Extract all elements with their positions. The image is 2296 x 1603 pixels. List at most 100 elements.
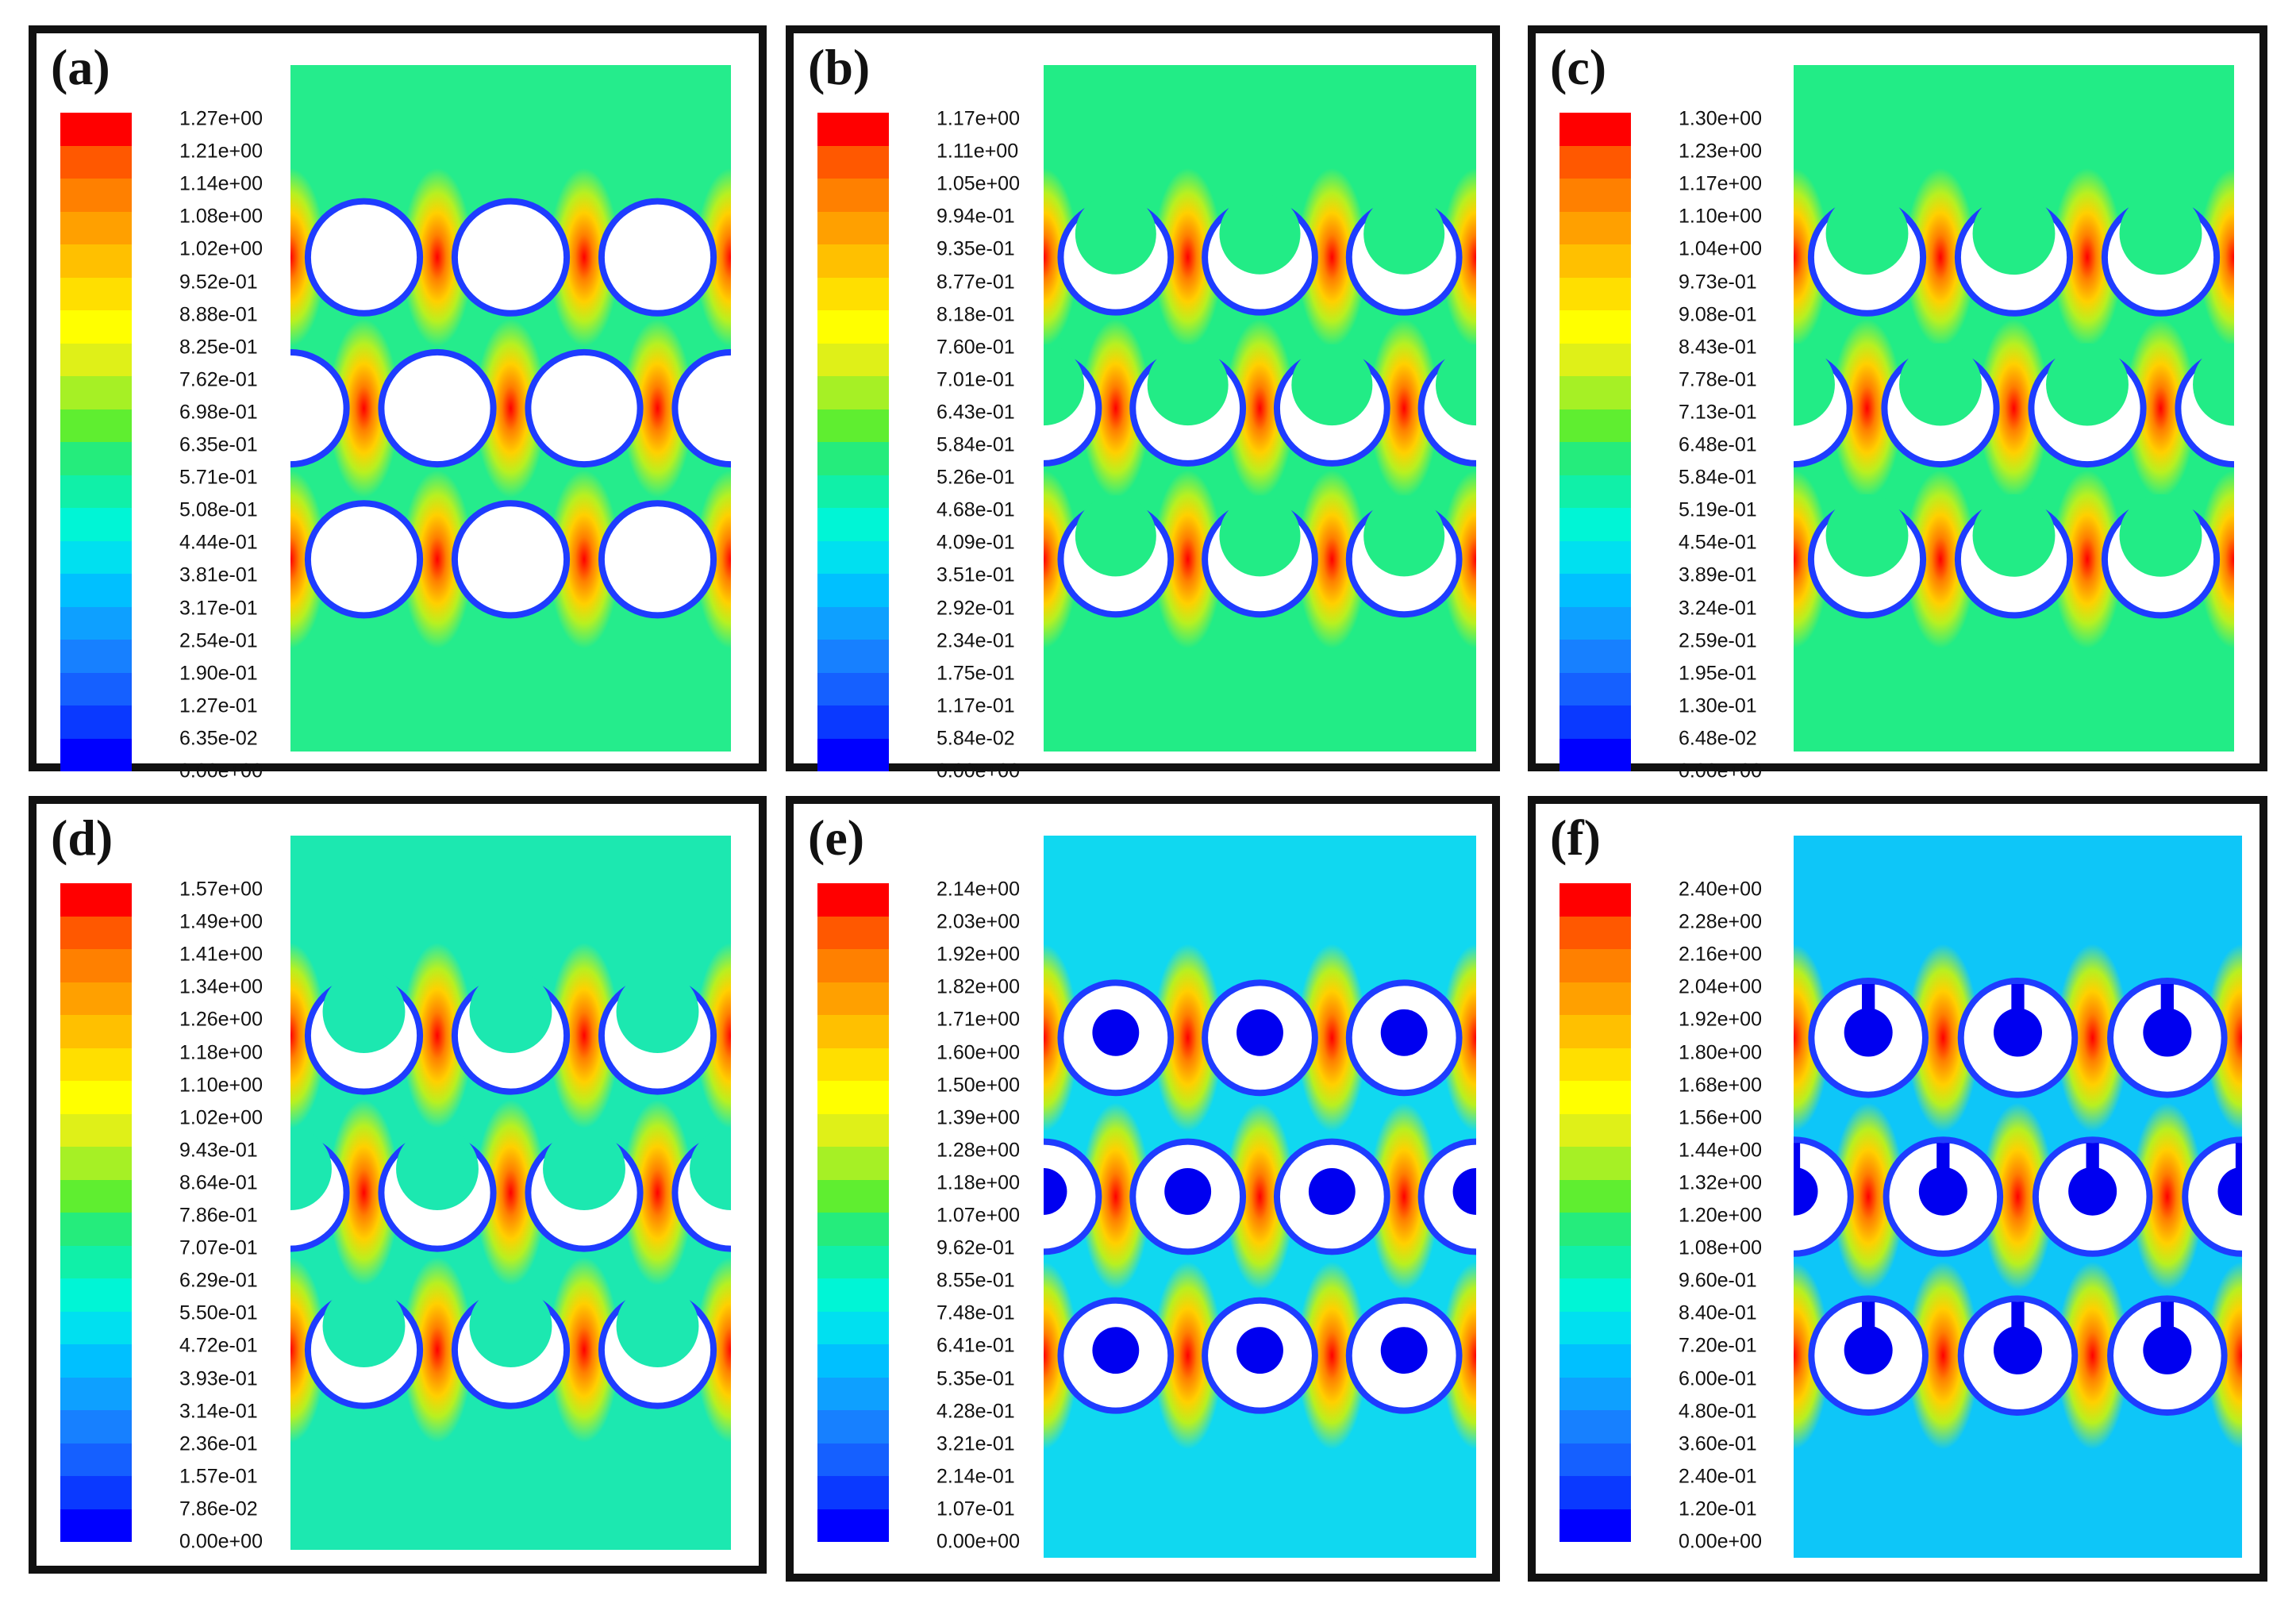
colorbar-band [1560, 672, 1631, 705]
colorbar-band [60, 738, 132, 771]
crescent-cut [2193, 343, 2234, 426]
crescent-cut [469, 971, 552, 1053]
contour-svg [290, 65, 731, 752]
colorbar-tick-label: 4.80e-01 [1679, 1400, 1757, 1423]
colorbar-band [1560, 949, 1631, 982]
colorbar-tick-label: 3.21e-01 [936, 1432, 1015, 1455]
colorbar-tick-label: 1.17e+00 [936, 107, 1020, 130]
colorbar-tick-label: 6.43e-01 [936, 401, 1015, 424]
colorbar-tick-label: 5.50e-01 [179, 1301, 258, 1324]
colorbar-tick-label: 3.93e-01 [179, 1367, 258, 1390]
colorbar-tick-label: 9.62e-01 [936, 1236, 1015, 1259]
panel-c: (c) 1.30e+00 1.23e+00 1.17e+00 1.10e+00 1.04… [1528, 25, 2267, 782]
colorbar-band [1560, 1015, 1631, 1048]
colorbar-band [60, 211, 132, 244]
colorbar-band [60, 1278, 132, 1312]
colorbar-band [817, 179, 889, 212]
obstacle [310, 506, 417, 613]
colorbar-tick-label: 6.29e-01 [179, 1269, 258, 1292]
colorbar-tick-label: 8.18e-01 [936, 303, 1015, 326]
crescent-cut [1075, 193, 1156, 275]
colorbar-band [817, 409, 889, 442]
velocity-hotspot [1153, 1261, 1223, 1450]
colorbar-band [60, 640, 132, 673]
contour-svg [1044, 836, 1476, 1558]
colorbar-b [817, 113, 889, 771]
velocity-hotspot [1369, 1102, 1439, 1291]
colorbar-tick-label: 1.92e+00 [1679, 1008, 1762, 1031]
colorbar-band [60, 442, 132, 475]
cavity-slot [2160, 1301, 2174, 1329]
colorbar-tick-label: 1.80e+00 [1679, 1041, 1762, 1063]
colorbar-band [817, 113, 889, 146]
colorbar-tick-label: 2.59e-01 [1679, 629, 1757, 652]
colorbar-tick-label: 2.92e-01 [936, 597, 1015, 619]
crescent-cut [322, 1285, 406, 1367]
crescent-cut [469, 1285, 552, 1367]
colorbar-tick-label: 0.00e+00 [179, 1530, 263, 1553]
colorbar-tick-label: 3.89e-01 [1679, 563, 1757, 586]
colorbar-tick-label: 1.18e+00 [936, 1171, 1020, 1194]
velocity-hotspot [1832, 1102, 1905, 1291]
colorbar-tick-label: 2.34e-01 [936, 629, 1015, 652]
inner-cavity [1380, 1009, 1428, 1056]
colorbar-band [60, 409, 132, 442]
colorbar-band [817, 982, 889, 1015]
colorbar-bands [817, 883, 889, 1542]
panel-label-e: (e) [808, 809, 865, 866]
colorbar-band [1560, 442, 1631, 475]
velocity-hotspot [1907, 1261, 1979, 1450]
inner-cavity [2143, 1008, 2192, 1057]
colorbar-band [817, 343, 889, 376]
colorbar-band [1560, 277, 1631, 310]
crescent-cut [322, 971, 406, 1053]
colorbar-band [817, 640, 889, 673]
colorbar-band [1560, 916, 1631, 949]
colorbar-tick-label: 9.73e-01 [1679, 271, 1757, 293]
colorbar-tick-label: 9.35e-01 [936, 237, 1015, 260]
colorbar-tick-label: 6.48e-02 [1679, 727, 1757, 750]
colorbar-band [60, 982, 132, 1015]
colorbar-tick-label: 7.78e-01 [1679, 368, 1757, 391]
colorbar-band [1560, 1245, 1631, 1278]
colorbar-band [60, 1410, 132, 1443]
crescent-cut [290, 1128, 332, 1210]
inner-cavity [1308, 1168, 1356, 1215]
colorbar-band [60, 1081, 132, 1114]
velocity-hotspot [622, 319, 693, 498]
colorbar-band [60, 883, 132, 917]
obstacle [310, 204, 417, 310]
crescent-cut [1291, 344, 1373, 426]
colorbar-band [817, 1509, 889, 1542]
panel-e: (e) 2.14e+00 2.03e+00 1.92e+00 1.82e+00 1.71… [786, 796, 1500, 1582]
colorbar-tick-label: 8.64e-01 [179, 1171, 258, 1194]
colorbar-tick-label: 1.02e+00 [179, 1106, 263, 1129]
velocity-hotspot [402, 167, 473, 347]
crescent-cut [1363, 193, 1445, 275]
contour-svg [290, 836, 731, 1550]
contour-field-e [1044, 836, 1476, 1558]
colorbar-band [1560, 540, 1631, 574]
colorbar-band [817, 705, 889, 739]
colorbar-tick-label: 4.09e-01 [936, 531, 1015, 554]
cavity-slot [2011, 984, 2025, 1011]
colorbar-tick-label: 1.04e+00 [1679, 237, 1762, 260]
colorbar-d [60, 883, 132, 1542]
colorbar-band [817, 1278, 889, 1312]
colorbar-tick-label: 6.48e-01 [1679, 433, 1757, 456]
colorbar-tick-label: 6.35e-02 [179, 727, 258, 750]
colorbar-band [1560, 376, 1631, 409]
colorbar-tick-label: 2.54e-01 [179, 629, 258, 652]
velocity-hotspot [1297, 167, 1367, 347]
crescent-cut [1794, 343, 1835, 426]
colorbar-tick-label: 5.84e-02 [936, 727, 1015, 750]
crescent-cut [1147, 344, 1229, 426]
velocity-hotspot [1297, 470, 1367, 649]
colorbar-tick-label: 7.13e-01 [1679, 401, 1757, 424]
colorbar-tick-label: 1.27e-01 [179, 694, 258, 717]
obstacle [604, 506, 711, 613]
colorbar-tick-label: 1.92e+00 [936, 943, 1020, 966]
obstacle [457, 204, 564, 310]
colorbar-tick-label: 5.84e-01 [1679, 466, 1757, 489]
colorbar-tick-label: 1.50e+00 [936, 1074, 1020, 1097]
